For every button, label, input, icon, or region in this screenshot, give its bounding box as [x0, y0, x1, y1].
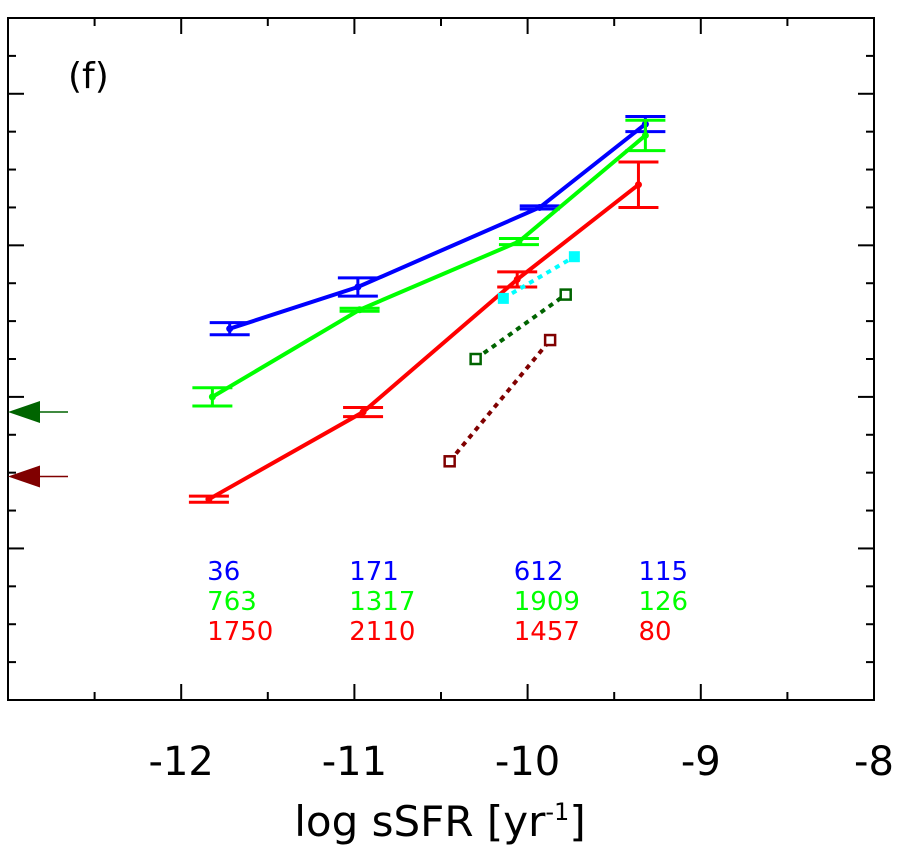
count-label: 2110	[349, 617, 415, 647]
data-point	[559, 288, 572, 301]
x-axis-title-close: ]	[569, 797, 585, 846]
data-point	[469, 352, 482, 366]
series-0	[209, 115, 666, 337]
data-point	[641, 131, 649, 139]
data-point	[568, 251, 580, 263]
x-tick-label: -9	[681, 739, 721, 785]
count-label: 36	[207, 557, 240, 587]
plot-frame	[7, 17, 875, 701]
data-point	[226, 325, 234, 333]
series-1	[192, 118, 666, 408]
x-axis-title-main: log sSFR [yr	[294, 797, 546, 846]
series-line	[229, 122, 647, 331]
series-2	[188, 160, 659, 504]
count-label: 126	[638, 587, 688, 617]
data-point	[515, 238, 523, 246]
series-line	[211, 133, 647, 399]
data-point	[356, 306, 364, 314]
x-tick-label: -11	[322, 739, 387, 785]
reference-arrow-head	[8, 465, 40, 488]
x-tick-label: -12	[149, 739, 214, 785]
series-line	[448, 338, 552, 463]
x-tick-label: -10	[495, 739, 560, 785]
data-point	[359, 408, 367, 416]
data-point	[536, 203, 544, 211]
data-point	[497, 292, 509, 304]
count-label: 80	[638, 617, 671, 647]
data-point	[634, 181, 642, 189]
series-line	[502, 254, 576, 301]
count-label: 1909	[514, 587, 580, 617]
count-label: 1457	[514, 617, 580, 647]
data-point	[354, 283, 362, 291]
panel-label: (f)	[68, 56, 109, 97]
series-layer	[8, 115, 666, 504]
count-label: 171	[349, 557, 399, 587]
axes: -12 -11 -10 -9 -8	[7, 17, 894, 785]
count-label: 612	[514, 557, 564, 587]
count-label: 115	[638, 557, 688, 587]
count-label: 763	[207, 587, 257, 617]
series-5	[443, 333, 557, 468]
count-label: 1750	[207, 617, 273, 647]
series-4	[469, 288, 572, 366]
data-point	[543, 333, 557, 347]
counts-layer: 36 171 612 115 763 1317 1909 126 1750 2110 1457 80	[207, 557, 688, 647]
x-tick-label: -8	[854, 739, 894, 785]
x-axis-title: log sSFR [yr-1]	[294, 797, 585, 846]
x-axis-title-sup: -1	[545, 798, 569, 826]
data-point	[208, 393, 216, 401]
series-line	[474, 292, 567, 361]
data-point	[513, 275, 521, 283]
data-point	[443, 455, 456, 468]
reference-arrow-head	[8, 401, 40, 424]
series-line	[207, 183, 640, 501]
data-point	[205, 495, 213, 503]
series-3	[497, 251, 580, 304]
count-label: 1317	[349, 587, 415, 617]
